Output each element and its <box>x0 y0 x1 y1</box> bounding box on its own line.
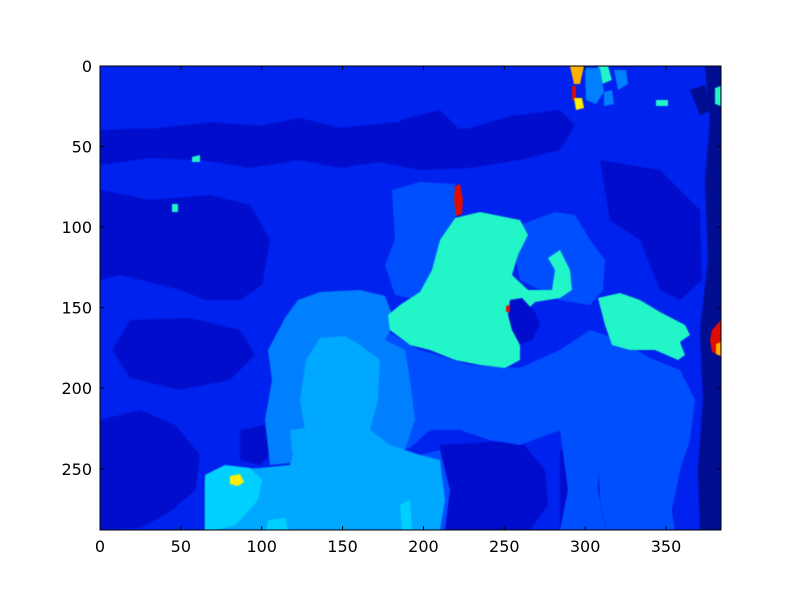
x-tick-label: 250 <box>489 537 520 556</box>
heatmap-region <box>385 182 460 300</box>
heatmap-region <box>508 298 540 345</box>
heatmap-region <box>716 342 721 356</box>
x-tick-label: 0 <box>95 537 105 556</box>
heatmap-region <box>205 465 262 530</box>
y-tick-label: 50 <box>72 138 92 157</box>
heatmap-region <box>574 98 584 110</box>
heatmap-region <box>388 212 572 368</box>
heatmap-region <box>614 70 628 90</box>
heatmap-region <box>715 86 721 106</box>
y-tick-label: 250 <box>61 460 92 479</box>
heatmap-region <box>240 425 275 465</box>
heatmap-region <box>585 68 604 104</box>
heatmap-region <box>290 428 305 452</box>
heatmap-region <box>600 160 702 300</box>
heatmap-region <box>570 66 584 84</box>
heatmap-region <box>100 110 575 170</box>
x-tick-label: 50 <box>171 537 191 556</box>
x-tick-label: 150 <box>327 537 358 556</box>
heatmap-region <box>400 110 460 150</box>
heatmap-region <box>454 184 463 216</box>
x-tick-label: 350 <box>651 537 682 556</box>
y-axis: 0 50 100 150 200 250 <box>61 57 92 479</box>
x-axis: 0 50 100 150 200 250 300 350 <box>95 537 681 556</box>
x-tick-label: 300 <box>570 537 601 556</box>
x-tick-label: 200 <box>408 537 439 556</box>
heatmap-region <box>698 66 721 530</box>
heatmap-region <box>172 204 178 212</box>
heatmap-region <box>230 474 244 486</box>
heatmap-region <box>112 318 255 390</box>
plot-frame <box>99 65 722 531</box>
y-tick-label: 100 <box>61 218 92 237</box>
heatmap-region <box>572 86 576 100</box>
heatmap-image <box>100 66 721 530</box>
heatmap-region <box>400 500 412 530</box>
heatmap-region <box>598 293 690 360</box>
x-tick-label: 100 <box>246 537 277 556</box>
heatmap-region <box>192 155 200 162</box>
heatmap-region <box>506 305 510 312</box>
y-tick-label: 150 <box>61 299 92 318</box>
heatmap-region <box>100 410 200 530</box>
heatmap-region <box>560 430 606 530</box>
heatmap-region <box>205 336 445 530</box>
axis-ticks <box>99 65 721 530</box>
heatmap-region <box>604 90 614 106</box>
heatmap-region <box>656 100 668 106</box>
y-tick-label: 0 <box>82 57 92 76</box>
y-tick-label: 200 <box>61 379 92 398</box>
heatmap-region <box>690 85 712 115</box>
heatmap-region <box>360 330 695 530</box>
heatmap-region <box>100 190 270 300</box>
heatmap-region <box>440 440 548 530</box>
heatmap-region <box>266 518 288 530</box>
